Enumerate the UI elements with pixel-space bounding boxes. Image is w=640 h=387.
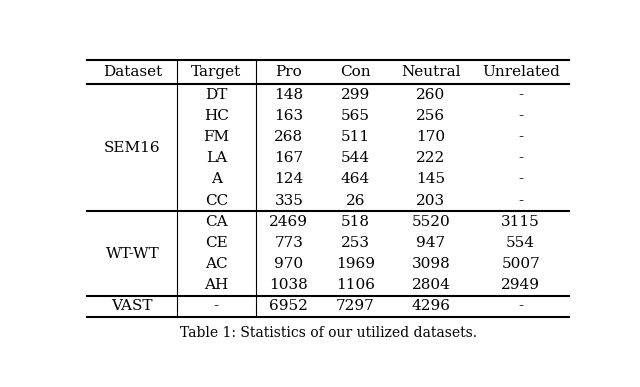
Text: 268: 268	[275, 130, 303, 144]
Text: 565: 565	[341, 109, 370, 123]
Text: 2469: 2469	[269, 215, 308, 229]
Text: -: -	[518, 109, 524, 123]
Text: 222: 222	[416, 151, 445, 165]
Text: 464: 464	[341, 173, 370, 187]
Text: 6952: 6952	[269, 300, 308, 313]
Text: 167: 167	[275, 151, 303, 165]
Text: WT-WT: WT-WT	[106, 247, 159, 260]
Text: CE: CE	[205, 236, 228, 250]
Text: 148: 148	[275, 88, 303, 102]
Text: Target: Target	[191, 65, 241, 79]
Text: 203: 203	[417, 194, 445, 208]
Text: 2804: 2804	[412, 278, 451, 292]
Text: -: -	[518, 173, 524, 187]
Text: 4296: 4296	[412, 300, 451, 313]
Text: 554: 554	[506, 236, 535, 250]
Text: 518: 518	[341, 215, 370, 229]
Text: SEM16: SEM16	[104, 141, 161, 155]
Text: AH: AH	[204, 278, 228, 292]
Text: 2949: 2949	[501, 278, 540, 292]
Text: 256: 256	[417, 109, 445, 123]
Text: -: -	[518, 300, 524, 313]
Text: FM: FM	[204, 130, 230, 144]
Text: 970: 970	[275, 257, 303, 271]
Text: 5520: 5520	[412, 215, 451, 229]
Text: 5007: 5007	[501, 257, 540, 271]
Text: Table 1: Statistics of our utilized datasets.: Table 1: Statistics of our utilized data…	[179, 326, 477, 341]
Text: -: -	[518, 151, 524, 165]
Text: -: -	[518, 130, 524, 144]
Text: Neutral: Neutral	[401, 65, 461, 79]
Text: Unrelated: Unrelated	[482, 65, 559, 79]
Text: 1038: 1038	[269, 278, 308, 292]
Text: DT: DT	[205, 88, 228, 102]
Text: 163: 163	[275, 109, 303, 123]
Text: LA: LA	[206, 151, 227, 165]
Text: 1969: 1969	[336, 257, 375, 271]
Text: 253: 253	[341, 236, 370, 250]
Text: VAST: VAST	[111, 300, 153, 313]
Text: 124: 124	[275, 173, 303, 187]
Text: 260: 260	[416, 88, 445, 102]
Text: Con: Con	[340, 65, 371, 79]
Text: Dataset: Dataset	[103, 65, 162, 79]
Text: Pro: Pro	[275, 65, 302, 79]
Text: 170: 170	[417, 130, 445, 144]
Text: -: -	[518, 194, 524, 208]
Text: -: -	[518, 88, 524, 102]
Text: 947: 947	[417, 236, 445, 250]
Text: 773: 773	[275, 236, 303, 250]
Text: 511: 511	[341, 130, 370, 144]
Text: 335: 335	[275, 194, 303, 208]
Text: 1106: 1106	[336, 278, 375, 292]
Text: CA: CA	[205, 215, 228, 229]
Text: 299: 299	[341, 88, 370, 102]
Text: A: A	[211, 173, 222, 187]
Text: 3098: 3098	[412, 257, 451, 271]
Text: -: -	[214, 300, 219, 313]
Text: 544: 544	[341, 151, 370, 165]
Text: 3115: 3115	[501, 215, 540, 229]
Text: 145: 145	[417, 173, 445, 187]
Text: 26: 26	[346, 194, 365, 208]
Text: 7297: 7297	[336, 300, 375, 313]
Text: CC: CC	[205, 194, 228, 208]
Text: HC: HC	[204, 109, 229, 123]
Text: AC: AC	[205, 257, 228, 271]
